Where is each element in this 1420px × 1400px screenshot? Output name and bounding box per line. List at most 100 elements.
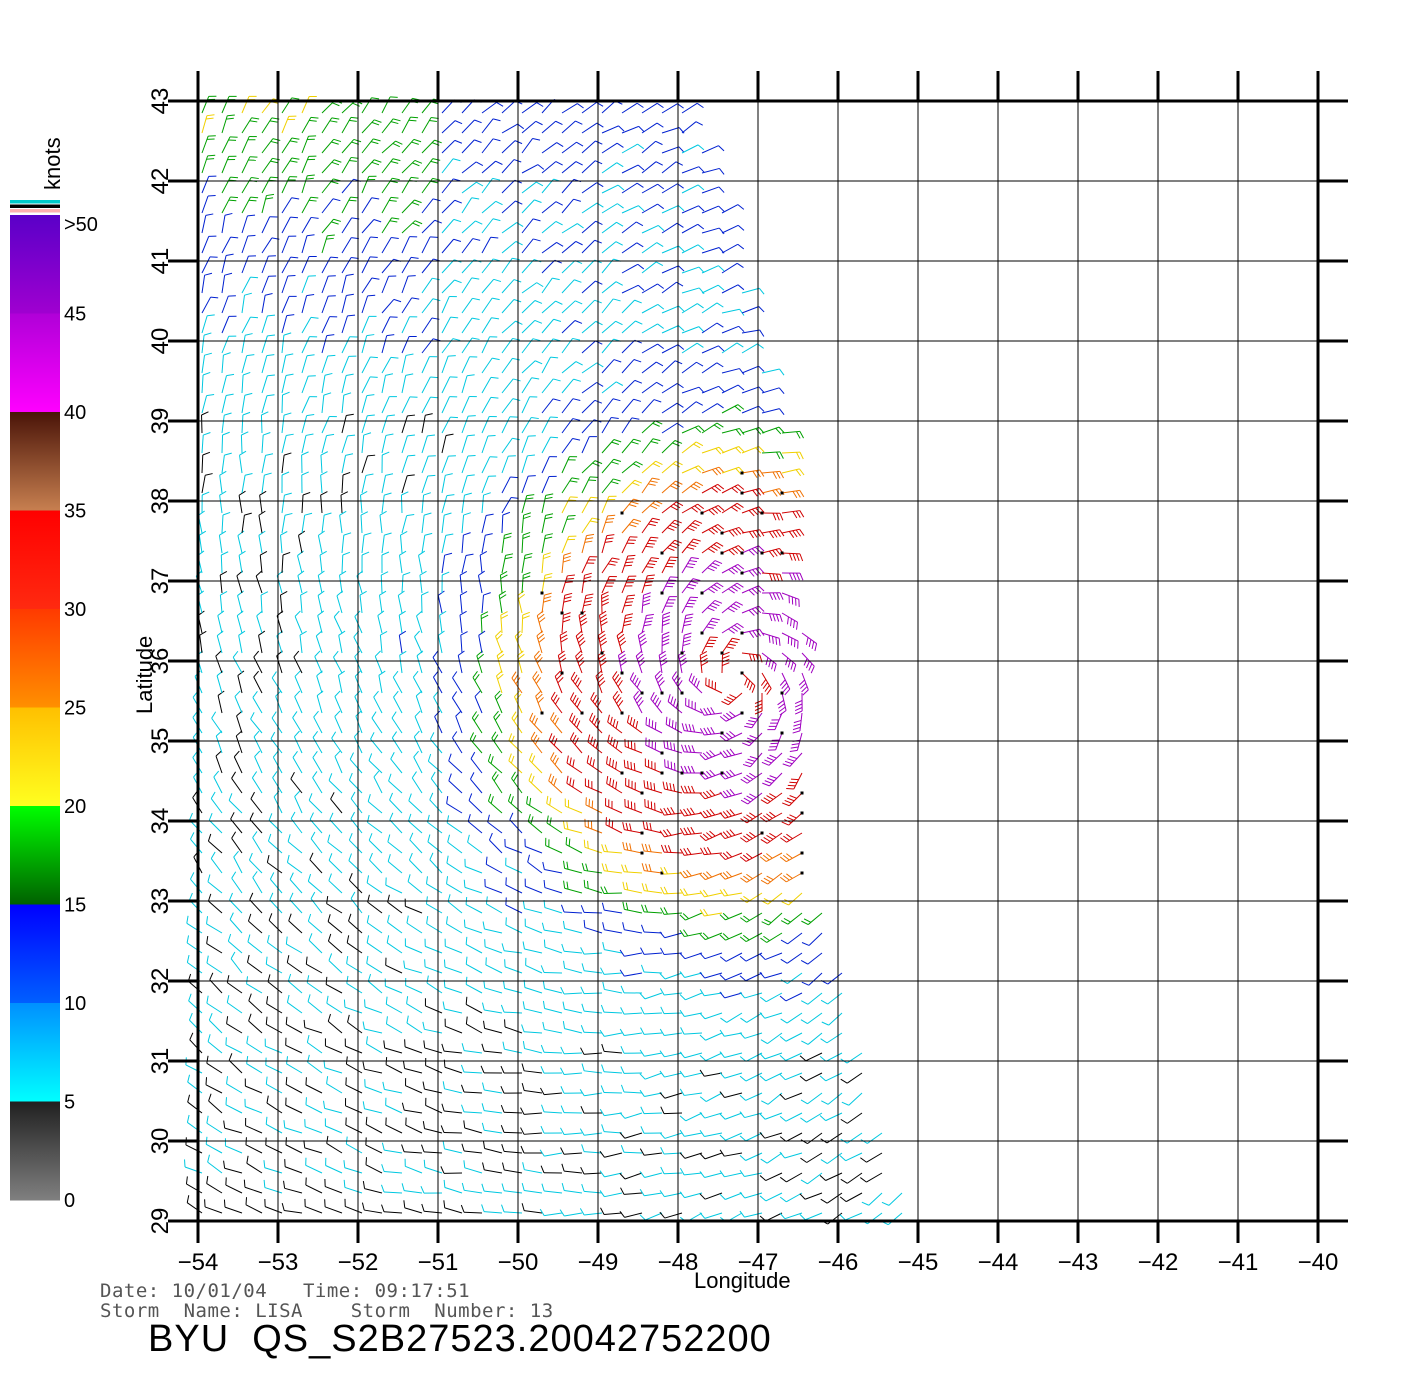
wind-barb <box>246 1035 263 1054</box>
wind-barb <box>540 1065 563 1074</box>
wind-barb <box>246 1155 263 1174</box>
wind-barb <box>228 1053 243 1074</box>
wind-barb <box>699 1069 723 1077</box>
wind-barb <box>721 428 745 436</box>
wind-barb <box>761 451 784 460</box>
wind-barb <box>345 1136 363 1154</box>
wind-barb <box>461 415 476 434</box>
wind-barb <box>620 985 643 994</box>
wind-barb <box>301 414 315 434</box>
wind-barb <box>461 277 480 294</box>
wind-barb <box>259 550 268 574</box>
wind-barb <box>366 915 383 934</box>
wind-barb <box>681 102 704 114</box>
wind-barb <box>619 949 643 957</box>
wind-barb <box>292 751 303 774</box>
wind-barb <box>261 432 271 454</box>
wind-barb <box>541 552 551 574</box>
wind-barb <box>188 993 203 1014</box>
wind-barb <box>600 1207 623 1215</box>
wind-barb <box>221 176 239 194</box>
wind-barb <box>641 460 663 474</box>
wind-barb <box>481 160 503 174</box>
wind-barb <box>719 1192 743 1200</box>
wind-barb <box>221 511 231 534</box>
wind-barb <box>600 1085 623 1094</box>
wind-barb <box>446 855 463 874</box>
wind-barb <box>421 591 429 614</box>
wind-barb <box>478 630 486 654</box>
wind-barb <box>521 435 536 454</box>
wind-barb <box>780 1012 803 1024</box>
wind-barb <box>207 1034 223 1054</box>
wind-barb <box>741 585 765 596</box>
wind-barb <box>441 433 454 454</box>
wind-barb <box>524 838 543 854</box>
wind-barb <box>561 120 583 134</box>
wind-barb <box>301 512 313 534</box>
wind-barb <box>621 864 643 874</box>
wind-barb <box>781 572 804 581</box>
wind-barb <box>681 520 703 534</box>
wind-barb <box>699 952 723 960</box>
wind-barb <box>360 511 369 534</box>
wind-barb <box>641 381 664 394</box>
wind-barb <box>719 1112 743 1120</box>
wind-barb <box>760 1152 783 1164</box>
colorbar-band <box>10 609 60 708</box>
wind-barb <box>355 710 363 734</box>
wind-barb <box>581 862 603 874</box>
wind-barb <box>821 1092 843 1105</box>
wind-barb <box>819 1112 843 1122</box>
wind-barb <box>460 1204 483 1214</box>
wind-barb <box>224 1138 243 1154</box>
y-tick-label: 30 <box>147 1128 174 1155</box>
wind-barb <box>741 405 765 414</box>
wind-barb <box>820 1152 843 1164</box>
wind-barb <box>562 820 583 834</box>
wind-barb <box>719 1132 743 1141</box>
wind-barb <box>346 975 363 994</box>
wind-barb <box>361 197 380 214</box>
colorbar-band <box>10 707 60 807</box>
wind-barb <box>241 255 257 274</box>
wind-barb <box>524 878 543 894</box>
wind-barb <box>379 631 388 654</box>
wind-barb <box>620 1145 643 1154</box>
wind-barb <box>381 532 392 554</box>
wind-barb <box>281 332 292 354</box>
wind-barb <box>580 1105 603 1114</box>
wind-barb <box>201 95 217 114</box>
wind-barb <box>521 218 541 234</box>
wind-barb <box>501 1204 523 1214</box>
wind-barb <box>739 1132 763 1142</box>
wind-barb <box>201 175 217 194</box>
wind-barb <box>701 524 725 535</box>
wind-barb <box>226 1016 243 1034</box>
wind-barb <box>421 434 436 454</box>
wind-barb <box>601 184 625 194</box>
wind-barb <box>760 792 783 805</box>
wind-barb <box>413 730 423 754</box>
wind-barb <box>201 491 210 514</box>
wind-barb <box>398 630 407 654</box>
wind-barb <box>389 792 403 814</box>
wind-barb <box>641 261 664 274</box>
wind-barb <box>561 535 577 554</box>
wind-barb <box>621 518 642 534</box>
wind-barb <box>306 975 323 994</box>
wind-barb <box>461 238 481 254</box>
wind-barb <box>481 1082 503 1094</box>
wind-barb <box>187 1074 203 1094</box>
wind-barb <box>247 934 263 954</box>
wind-barb <box>465 996 483 1014</box>
wind-barb <box>333 650 343 674</box>
wind-barb <box>500 1125 523 1134</box>
wind-barb <box>325 1157 343 1174</box>
wind-barb <box>301 396 318 414</box>
wind-barb <box>441 296 457 314</box>
x-tick-label: −46 <box>818 1249 859 1276</box>
wind-barb <box>206 1115 223 1134</box>
wind-barb <box>208 1093 223 1114</box>
wind-barb <box>505 897 523 914</box>
